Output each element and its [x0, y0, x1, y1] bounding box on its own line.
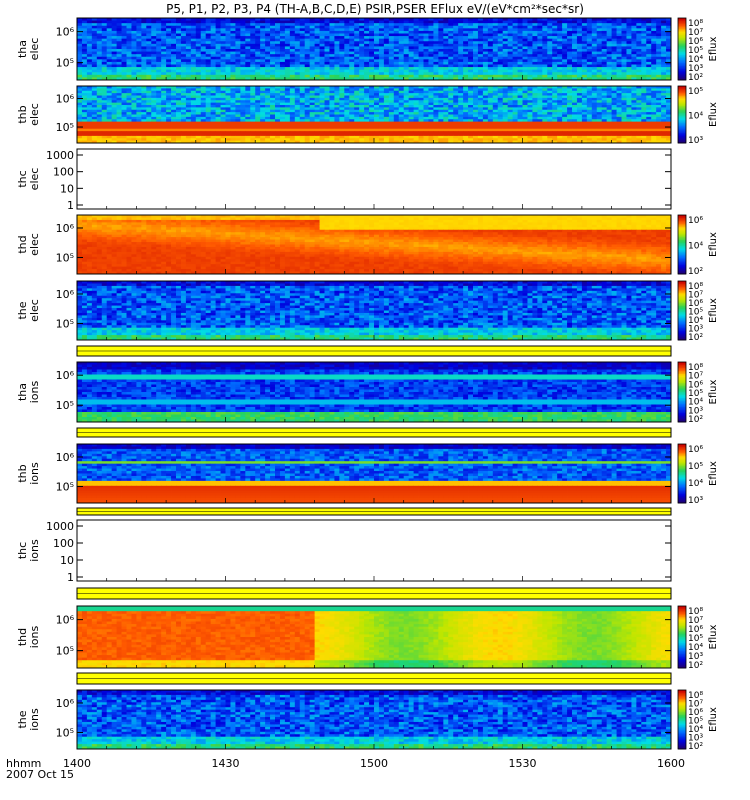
panel-species-label: elec — [28, 38, 41, 61]
panel-species-label: ions — [28, 625, 41, 648]
colorbar-label: Eflux — [708, 232, 719, 257]
y-tick-label: 10⁶ — [56, 697, 75, 710]
colorbar: 10⁶ 10⁴ 10² Eflux — [678, 215, 719, 277]
panel-species-label: elec — [28, 103, 41, 126]
colorbar-label: Eflux — [708, 707, 719, 732]
spectrogram-cells — [77, 690, 671, 749]
colorbar: 10⁶ 10⁵ 10⁴ 10³ Eflux — [678, 444, 719, 506]
y-tick-label: 10⁶ — [56, 369, 75, 382]
y-tick-label: 1000 — [46, 149, 74, 162]
spectrogram-cells — [77, 86, 671, 143]
panel-frame — [77, 149, 671, 209]
panel-species-label: elec — [28, 168, 41, 191]
spectrogram-cells — [77, 18, 671, 80]
colorbar-tick-label: 10⁴ — [688, 242, 703, 252]
y-tick-label: 10⁵ — [56, 726, 74, 739]
panel-species-label: ions — [28, 708, 41, 731]
y-tick-label: 10⁶ — [56, 26, 75, 39]
colorbar-label: Eflux — [708, 624, 719, 649]
x-tick-label: 1600 — [657, 757, 685, 770]
x-tick-label: 1500 — [360, 757, 388, 770]
y-tick-label: 10⁶ — [56, 451, 75, 464]
colorbar-label: Eflux — [708, 36, 719, 61]
time-axis: 1400 1430 1500 1530 1600 — [63, 757, 685, 770]
colorbar-label: Eflux — [708, 379, 719, 404]
y-tick-label: 10⁶ — [56, 288, 75, 301]
y-tick-label: 100 — [53, 537, 74, 550]
y-tick-label: 10⁶ — [56, 614, 75, 627]
x-tick-label: 1530 — [509, 757, 537, 770]
colorbar-tick-label: 10⁵ — [688, 462, 703, 472]
y-tick-label: 10⁵ — [56, 57, 74, 70]
y-tick-label: 10⁶ — [56, 93, 75, 106]
colorbar-tick-label: 10⁶ — [688, 216, 703, 226]
colorbar-label: Eflux — [708, 102, 719, 127]
spectrogram-cells — [77, 215, 671, 274]
y-tick-label: 10⁵ — [56, 399, 74, 412]
colorbar-tick-label: 10² — [688, 267, 703, 277]
panel-frame — [77, 520, 671, 581]
colorbar-tick-label: 10⁶ — [688, 445, 703, 455]
panel-species-label: elec — [28, 299, 41, 322]
colorbar-tick-label: 10⁴ — [688, 479, 703, 489]
colorbar-tick-label: 10⁵ — [688, 87, 703, 97]
colorbar-label: Eflux — [708, 461, 719, 486]
colorbar-tick-label: 10³ — [688, 136, 703, 146]
colorbar-tick-label: 10⁴ — [688, 112, 703, 122]
y-tick-label: 10⁵ — [56, 480, 74, 493]
y-tick-label: 10⁵ — [56, 121, 74, 134]
panel-species-label: ions — [28, 539, 41, 562]
panel-species-label: elec — [28, 233, 41, 256]
spectrogram-cells — [77, 444, 671, 503]
y-tick-label: 10 — [60, 554, 74, 567]
colorbar: 10⁵ 10⁴ 10³ Eflux — [678, 86, 719, 146]
y-tick-label: 10 — [60, 182, 74, 195]
x-label-date: 2007 Oct 15 — [6, 768, 74, 781]
colorbar-tick-label: 10² — [688, 333, 703, 343]
colorbar-tick-label: 10² — [688, 415, 703, 425]
spectrogram-cells — [77, 362, 671, 422]
spectrogram-cells — [77, 281, 671, 340]
panel-species-label: ions — [28, 462, 41, 485]
y-tick-label: 1 — [67, 199, 74, 212]
y-tick-label: 10⁵ — [56, 645, 74, 658]
colorbar-tick-label: 10² — [688, 742, 703, 752]
y-tick-label: 10⁶ — [56, 222, 75, 235]
colorbar-tick-label: 10² — [688, 661, 703, 671]
x-tick-label: 1430 — [212, 757, 240, 770]
colorbar-tick-label: 10² — [688, 73, 703, 83]
y-tick-label: 1 — [67, 571, 74, 584]
y-tick-label: 10⁵ — [56, 251, 74, 264]
colorbar-tick-label: 10³ — [688, 496, 703, 506]
panel-species-label: ions — [28, 380, 41, 403]
spectrogram-cells — [77, 606, 671, 668]
y-tick-label: 10⁵ — [56, 317, 74, 330]
colorbar-label: Eflux — [708, 298, 719, 323]
y-tick-label: 1000 — [46, 520, 74, 533]
y-tick-label: 100 — [53, 166, 74, 179]
chart-title: P5, P1, P2, P3, P4 (TH-A,B,C,D,E) PSIR,P… — [166, 2, 584, 16]
